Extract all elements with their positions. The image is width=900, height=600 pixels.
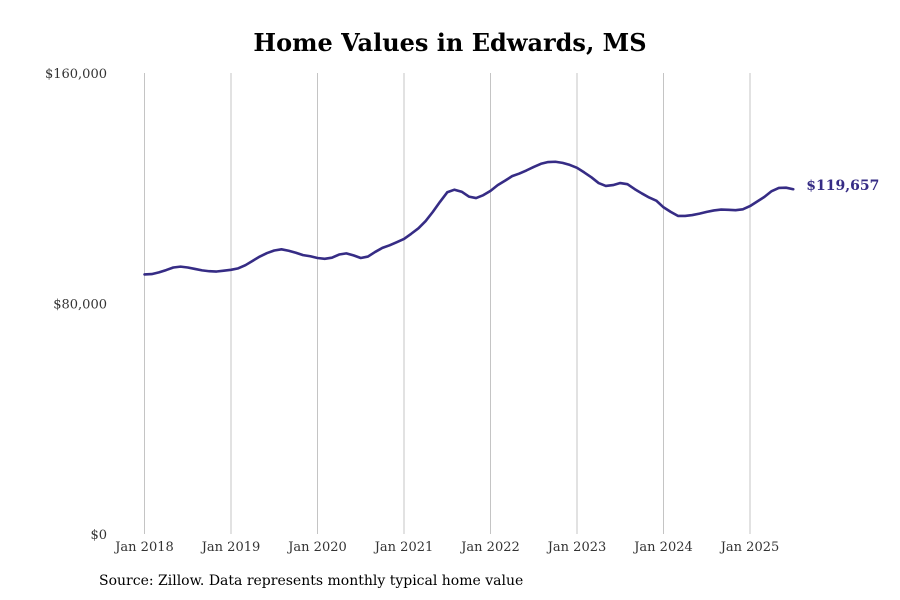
x-tick-label-1: Jan 2019: [200, 540, 261, 555]
source-note: Source: Zillow. Data represents monthly …: [99, 573, 524, 589]
series-layer: $119,657: [143, 160, 879, 276]
y-tick-label-2: $160,000: [45, 67, 107, 82]
x-tick-label-5: Jan 2023: [546, 540, 607, 555]
end-value-label: $119,657: [806, 178, 879, 194]
x-tick-label-0: Jan 2018: [113, 540, 174, 555]
x-tick-label-7: Jan 2025: [719, 540, 780, 555]
chart-title: Home Values in Edwards, MS: [253, 28, 647, 57]
x-tick-label-6: Jan 2024: [632, 540, 693, 555]
x-axis-ticks: Jan 2018 Jan 2019 Jan 2020 Jan 2021 Jan 2022…: [113, 540, 779, 555]
y-tick-label-1: $80,000: [53, 298, 107, 313]
y-tick-label-0: $0: [90, 528, 107, 543]
x-tick-label-2: Jan 2020: [286, 540, 347, 555]
x-tick-label-4: Jan 2022: [459, 540, 520, 555]
x-tick-label-3: Jan 2021: [373, 540, 434, 555]
series-line: [143, 160, 795, 276]
y-axis-ticks: $0 $80,000 $160,000: [45, 67, 107, 543]
gridlines: [144, 73, 751, 534]
